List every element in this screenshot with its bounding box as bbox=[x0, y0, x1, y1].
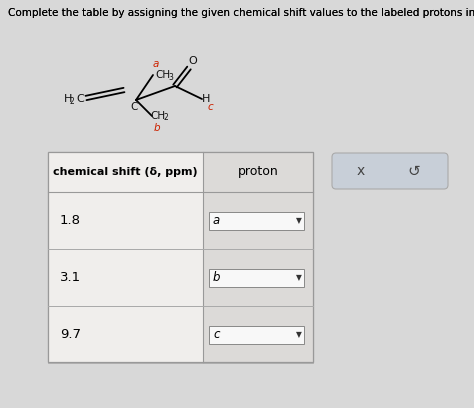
Bar bbox=[203, 152, 313, 192]
Text: a: a bbox=[153, 59, 159, 69]
Text: proton: proton bbox=[237, 166, 278, 179]
Text: 3: 3 bbox=[168, 73, 173, 82]
Text: CH: CH bbox=[150, 111, 165, 121]
Text: ▼: ▼ bbox=[296, 330, 302, 339]
Text: CH: CH bbox=[155, 70, 170, 80]
Text: ↺: ↺ bbox=[408, 164, 420, 179]
Bar bbox=[203, 192, 313, 249]
Bar bbox=[203, 249, 313, 306]
Text: 2: 2 bbox=[164, 113, 169, 122]
FancyBboxPatch shape bbox=[332, 153, 448, 189]
Text: a: a bbox=[213, 214, 220, 227]
Bar bbox=[48, 152, 203, 192]
Bar bbox=[48, 152, 313, 362]
Text: c: c bbox=[213, 328, 219, 341]
Bar bbox=[48, 192, 203, 249]
Text: C: C bbox=[76, 94, 84, 104]
Text: chemical shift (δ, ppm): chemical shift (δ, ppm) bbox=[53, 167, 198, 177]
Text: b: b bbox=[154, 123, 160, 133]
Text: H: H bbox=[202, 94, 210, 104]
Bar bbox=[48, 249, 203, 306]
Bar bbox=[209, 211, 304, 229]
Bar bbox=[48, 306, 203, 363]
Text: 9.7: 9.7 bbox=[60, 328, 81, 341]
Text: x: x bbox=[357, 164, 365, 178]
Text: b: b bbox=[213, 271, 220, 284]
Bar bbox=[203, 306, 313, 363]
Text: c: c bbox=[207, 102, 213, 112]
Text: 2: 2 bbox=[70, 98, 75, 106]
Text: O: O bbox=[189, 56, 197, 66]
Text: 3.1: 3.1 bbox=[60, 271, 81, 284]
Text: H: H bbox=[64, 94, 73, 104]
Text: Complete the table by assigning the given chemical shift values to the labeled p: Complete the table by assigning the give… bbox=[8, 8, 474, 18]
Text: ▼: ▼ bbox=[296, 216, 302, 225]
Bar bbox=[209, 268, 304, 286]
Bar bbox=[48, 152, 313, 362]
Text: 1.8: 1.8 bbox=[60, 214, 81, 227]
Bar bbox=[209, 326, 304, 344]
Text: C: C bbox=[130, 102, 137, 112]
Text: ▼: ▼ bbox=[296, 273, 302, 282]
Text: Complete the table by assigning the given chemical shift values to the labeled p: Complete the table by assigning the give… bbox=[8, 8, 474, 18]
